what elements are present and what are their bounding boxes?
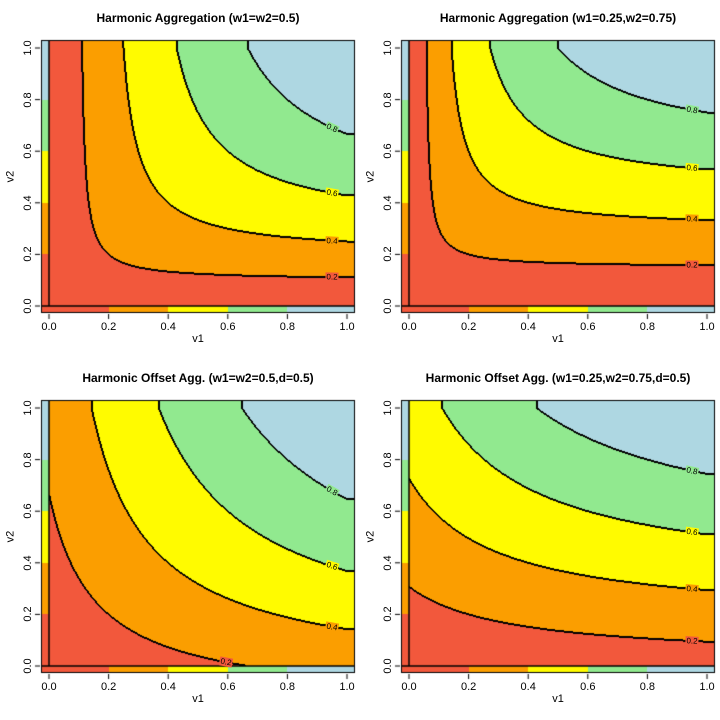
contour-label: 0.6 [685,163,700,174]
x-axis-title-top-right: v1 [552,333,564,345]
x-tick-label: 0.2 [460,681,477,693]
x-tick-label: 1.0 [699,681,715,693]
y-tick-label: 0.4 [22,195,34,211]
x-axis-title-bottom-right: v1 [552,693,564,705]
x-tick-label: 0.2 [100,681,117,693]
x-tick-label: 1.0 [699,321,715,333]
x-tick-label: 0.8 [279,681,296,693]
y-tick-label: 0.8 [22,451,34,468]
x-tick-label: 0.0 [401,681,417,693]
x-tick-label: 0.8 [279,321,296,333]
x-tick-label: 0.0 [41,321,57,333]
y-axis-title-bottom-right: v2 [364,530,377,543]
contour-label: 0.2 [325,272,339,282]
x-tick-label: 0.6 [220,681,236,693]
y-tick-label: 0.4 [382,555,394,571]
contour-label: 0.8 [684,104,700,116]
x-axis-title-bottom-left: v1 [192,693,204,705]
y-axis-title-top-right: v2 [364,170,377,183]
y-tick-label: 0.2 [382,246,394,263]
contour-label: 0.6 [324,187,340,199]
contour-label: 0.2 [685,260,699,270]
x-tick-label: 0.2 [100,321,117,333]
y-tick-label: 0.8 [382,451,394,468]
contour-label: 0.2 [685,636,699,646]
y-tick-label: 0.2 [22,606,34,623]
y-tick-label: 0.4 [22,555,34,571]
y-tick-label: 0.8 [22,91,34,108]
y-tick-label: 0.2 [22,246,34,263]
y-tick-label: 0.8 [382,91,394,108]
x-tick-label: 0.4 [160,321,176,333]
y-tick-label: 1.0 [22,40,34,56]
y-axis-title-bottom-left: v2 [4,530,17,543]
y-tick-label: 1.0 [382,400,394,416]
contour-label: 0.4 [685,583,700,594]
y-tick-label: 0.0 [382,658,394,674]
x-tick-label: 0.4 [520,321,536,333]
y-axis-title-top-left: v2 [4,170,17,183]
x-tick-label: 0.0 [401,321,417,333]
contour-label: 0.4 [325,235,339,246]
y-tick-label: 0.0 [22,658,34,674]
y-tick-label: 0.2 [382,606,394,623]
contour-label: 0.4 [324,621,340,633]
x-tick-label: 0.8 [639,321,656,333]
y-tick-label: 0.0 [22,298,34,314]
y-tick-label: 0.6 [382,503,394,519]
x-tick-label: 0.4 [520,681,536,693]
contour-label: 0.4 [685,214,699,225]
y-tick-label: 1.0 [22,400,34,416]
x-tick-label: 0.4 [160,681,176,693]
x-tick-label: 0.0 [41,681,57,693]
panel-title-top-left: Harmonic Aggregation (w1=w2=0.5) [96,11,300,25]
y-tick-label: 0.0 [382,298,394,314]
x-tick-label: 0.2 [460,321,477,333]
x-tick-label: 0.8 [639,681,656,693]
y-tick-label: 0.6 [22,503,34,519]
x-tick-label: 0.6 [580,321,596,333]
panel-title-bottom-left: Harmonic Offset Agg. (w1=w2=0.5,d=0.5) [82,371,314,385]
x-tick-label: 0.6 [220,321,236,333]
x-tick-label: 0.6 [580,681,596,693]
x-axis-title-top-left: v1 [192,333,204,345]
x-tick-label: 1.0 [339,321,355,333]
panel-title-bottom-right: Harmonic Offset Agg. (w1=0.25,w2=0.75,d=… [425,371,691,385]
x-tick-label: 1.0 [339,681,355,693]
y-tick-label: 0.4 [382,195,394,211]
y-tick-label: 0.6 [382,143,394,159]
y-tick-label: 1.0 [382,40,394,56]
panel-title-top-right: Harmonic Aggregation (w1=0.25,w2=0.75) [439,11,677,25]
y-tick-label: 0.6 [22,143,34,159]
